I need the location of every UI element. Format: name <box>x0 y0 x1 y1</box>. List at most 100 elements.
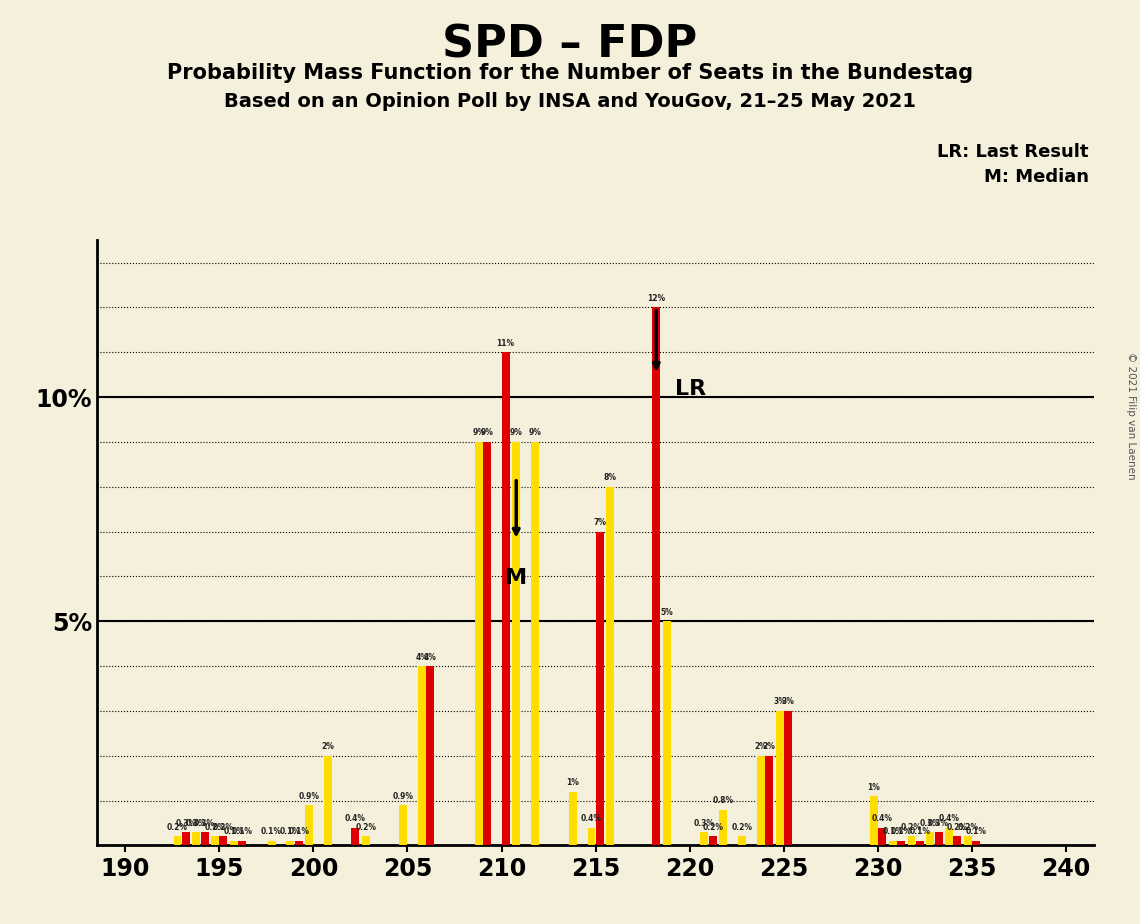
Text: 9%: 9% <box>529 429 542 437</box>
Text: 2%: 2% <box>755 742 767 751</box>
Bar <box>295 841 302 845</box>
Bar <box>426 666 434 845</box>
Bar <box>361 836 369 845</box>
Text: 0.3%: 0.3% <box>194 819 215 828</box>
Text: 7%: 7% <box>593 518 606 528</box>
Text: LR: LR <box>675 379 706 399</box>
Text: 0.3%: 0.3% <box>176 819 196 828</box>
Bar <box>483 442 491 845</box>
Bar <box>972 841 980 845</box>
Text: 0.2%: 0.2% <box>356 823 376 832</box>
Text: M: M <box>505 567 528 588</box>
Bar <box>324 756 332 845</box>
Text: 0.1%: 0.1% <box>966 828 987 836</box>
Text: 0.3%: 0.3% <box>694 819 715 828</box>
Text: 0.3%: 0.3% <box>186 819 206 828</box>
Text: 0.2%: 0.2% <box>166 823 188 832</box>
Bar <box>915 841 923 845</box>
Text: 0.1%: 0.1% <box>223 828 244 836</box>
Bar <box>351 828 359 845</box>
Bar <box>784 711 792 845</box>
Text: 2%: 2% <box>321 742 334 751</box>
Text: Probability Mass Function for the Number of Seats in the Bundestag: Probability Mass Function for the Number… <box>166 63 974 83</box>
Bar <box>709 836 717 845</box>
Text: 0.1%: 0.1% <box>261 828 282 836</box>
Text: 0.9%: 0.9% <box>299 792 319 800</box>
Text: Based on an Opinion Poll by INSA and YouGov, 21–25 May 2021: Based on an Opinion Poll by INSA and You… <box>223 92 917 112</box>
Bar <box>878 828 886 845</box>
Bar <box>474 442 482 845</box>
Bar <box>219 836 227 845</box>
Text: 4%: 4% <box>424 652 437 662</box>
Bar <box>238 841 246 845</box>
Bar <box>775 711 783 845</box>
Text: 0.1%: 0.1% <box>280 828 301 836</box>
Bar <box>757 756 765 845</box>
Bar <box>211 836 219 845</box>
Bar <box>945 828 953 845</box>
Text: 0.8%: 0.8% <box>712 796 734 805</box>
Text: 12%: 12% <box>648 294 666 303</box>
Text: LR: Last Result: LR: Last Result <box>937 143 1089 161</box>
Text: 0.3%: 0.3% <box>928 819 950 828</box>
Text: 0.1%: 0.1% <box>882 828 903 836</box>
Text: 0.2%: 0.2% <box>947 823 968 832</box>
Text: 0.4%: 0.4% <box>581 814 602 823</box>
Bar <box>700 832 708 845</box>
Bar <box>418 666 426 845</box>
Text: 0.3%: 0.3% <box>920 819 940 828</box>
Bar <box>935 832 943 845</box>
Text: 2%: 2% <box>763 742 775 751</box>
Bar <box>870 796 878 845</box>
Bar <box>907 836 915 845</box>
Text: © 2021 Filip van Laenen: © 2021 Filip van Laenen <box>1126 352 1135 480</box>
Text: 0.4%: 0.4% <box>872 814 893 823</box>
Bar <box>230 841 238 845</box>
Text: 0.4%: 0.4% <box>344 814 366 823</box>
Bar <box>596 531 604 845</box>
Text: 0.2%: 0.2% <box>213 823 234 832</box>
Bar <box>399 805 407 845</box>
Text: 0.1%: 0.1% <box>910 828 930 836</box>
Text: M: Median: M: Median <box>984 168 1089 186</box>
Text: 9%: 9% <box>510 429 522 437</box>
Bar <box>606 487 614 845</box>
Bar <box>889 841 896 845</box>
Bar <box>765 756 773 845</box>
Text: 11%: 11% <box>497 339 515 347</box>
Text: 8%: 8% <box>604 473 617 482</box>
Bar <box>306 805 314 845</box>
Bar <box>193 832 201 845</box>
Text: 0.4%: 0.4% <box>938 814 960 823</box>
Text: 0.1%: 0.1% <box>231 828 253 836</box>
Text: 0.2%: 0.2% <box>958 823 978 832</box>
Text: 3%: 3% <box>773 698 787 707</box>
Bar <box>897 841 905 845</box>
Bar <box>738 836 746 845</box>
Text: 1%: 1% <box>567 778 579 787</box>
Text: 0.1%: 0.1% <box>288 828 309 836</box>
Bar <box>201 832 209 845</box>
Text: 9%: 9% <box>472 429 484 437</box>
Bar <box>502 352 510 845</box>
Text: 4%: 4% <box>416 652 429 662</box>
Text: 0.1%: 0.1% <box>890 828 911 836</box>
Text: 0.2%: 0.2% <box>901 823 922 832</box>
Bar <box>512 442 520 845</box>
Bar <box>531 442 539 845</box>
Bar <box>173 836 181 845</box>
Bar <box>181 832 189 845</box>
Bar <box>286 841 294 845</box>
Bar <box>569 792 577 845</box>
Text: 0.2%: 0.2% <box>732 823 752 832</box>
Text: 0.2%: 0.2% <box>204 823 226 832</box>
Bar <box>927 832 935 845</box>
Bar <box>652 308 660 845</box>
Bar <box>268 841 276 845</box>
Bar <box>964 836 972 845</box>
Text: 0.9%: 0.9% <box>393 792 414 800</box>
Bar <box>587 828 595 845</box>
Text: 1%: 1% <box>868 783 880 792</box>
Text: 9%: 9% <box>480 429 494 437</box>
Text: SPD – FDP: SPD – FDP <box>442 23 698 67</box>
